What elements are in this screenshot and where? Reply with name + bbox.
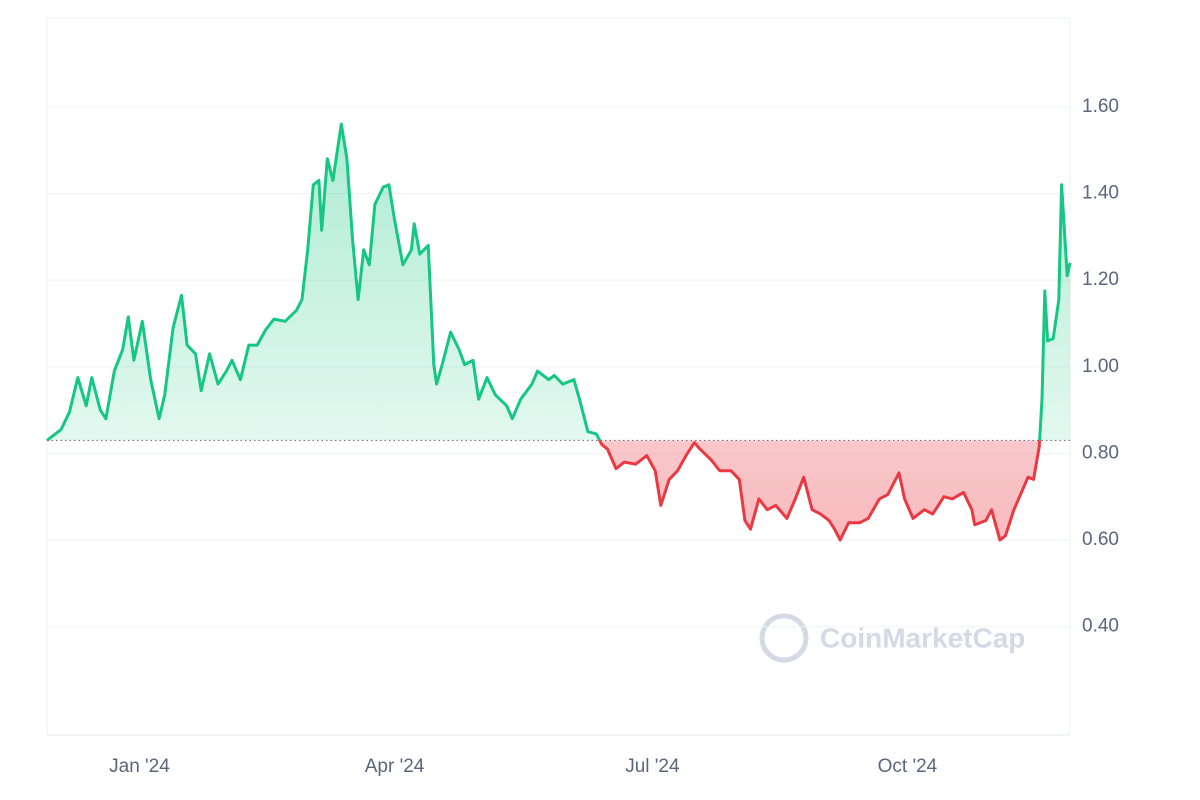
area-up (47, 124, 1070, 441)
y-tick-label: 0.40 (1082, 616, 1119, 637)
y-tick-label: 1.00 (1082, 356, 1119, 377)
x-tick-label: Apr '24 (365, 756, 425, 777)
y-tick-label: 1.40 (1082, 182, 1119, 203)
price-line-down (47, 440, 1042, 542)
y-tick-label: 1.60 (1082, 96, 1119, 117)
y-tick-label: 1.20 (1082, 269, 1119, 290)
watermark-logo (759, 613, 809, 663)
watermark-text: CoinMarketCap (820, 622, 1025, 653)
x-tick-label: Oct '24 (878, 756, 938, 777)
y-tick-label: 0.80 (1082, 442, 1119, 463)
price-line-up (46, 122, 1072, 441)
area-down (47, 440, 1070, 540)
y-tick-label: 0.60 (1082, 529, 1119, 550)
watermark: CoinMarketCap (759, 613, 1025, 663)
x-tick-label: Jan '24 (109, 756, 170, 777)
x-tick-label: Jul '24 (625, 756, 680, 777)
